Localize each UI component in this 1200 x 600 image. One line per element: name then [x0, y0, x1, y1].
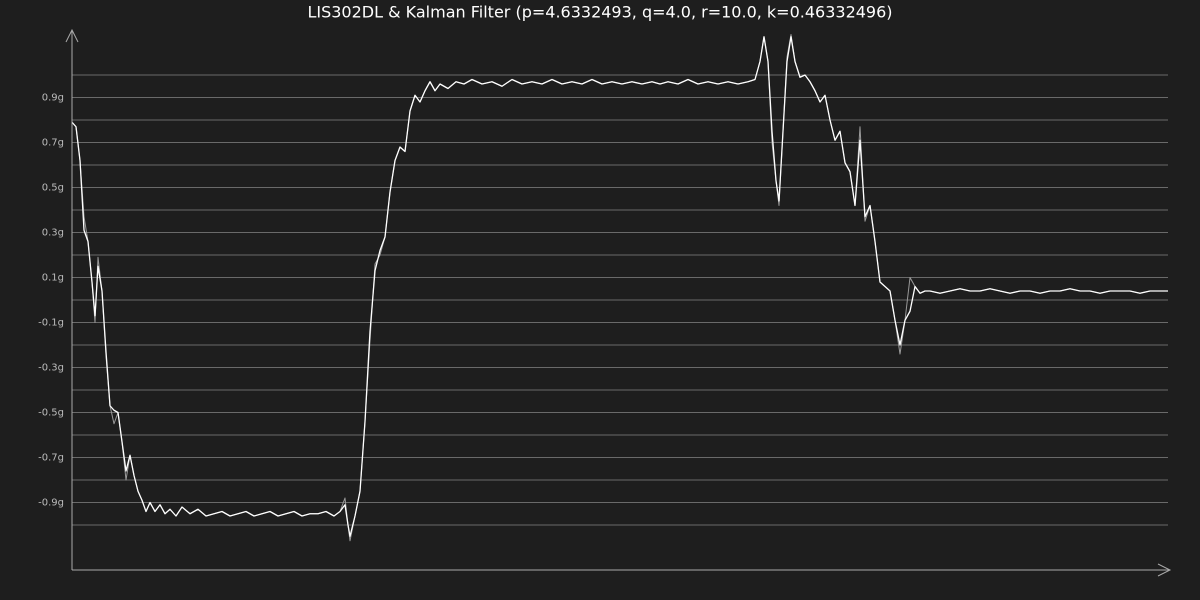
- grid: [72, 74, 1168, 526]
- chart-title: LIS302DL & Kalman Filter (p=4.6332493, q…: [307, 3, 892, 22]
- x-axis-arrow: [1157, 563, 1172, 577]
- y-tick-label: -0.7g: [38, 453, 64, 464]
- y-tick-label: 0.1g: [42, 273, 64, 284]
- series-line: [71, 36, 1168, 537]
- y-tick-label: -0.1g: [38, 318, 64, 329]
- y-tick-label: -0.3g: [38, 363, 64, 374]
- y-tick-label: 0.5g: [42, 183, 64, 194]
- y-tick-label: 0.3g: [42, 228, 64, 239]
- y-axis-arrow: [65, 28, 79, 43]
- y-tick-label: -0.9g: [38, 498, 64, 509]
- axes: [65, 28, 1172, 577]
- y-tick-label: 0.7g: [42, 138, 64, 149]
- plot-lines: [71, 34, 1168, 542]
- y-tick-label: -0.5g: [38, 408, 64, 419]
- y-tick-label: 0.9g: [42, 93, 64, 104]
